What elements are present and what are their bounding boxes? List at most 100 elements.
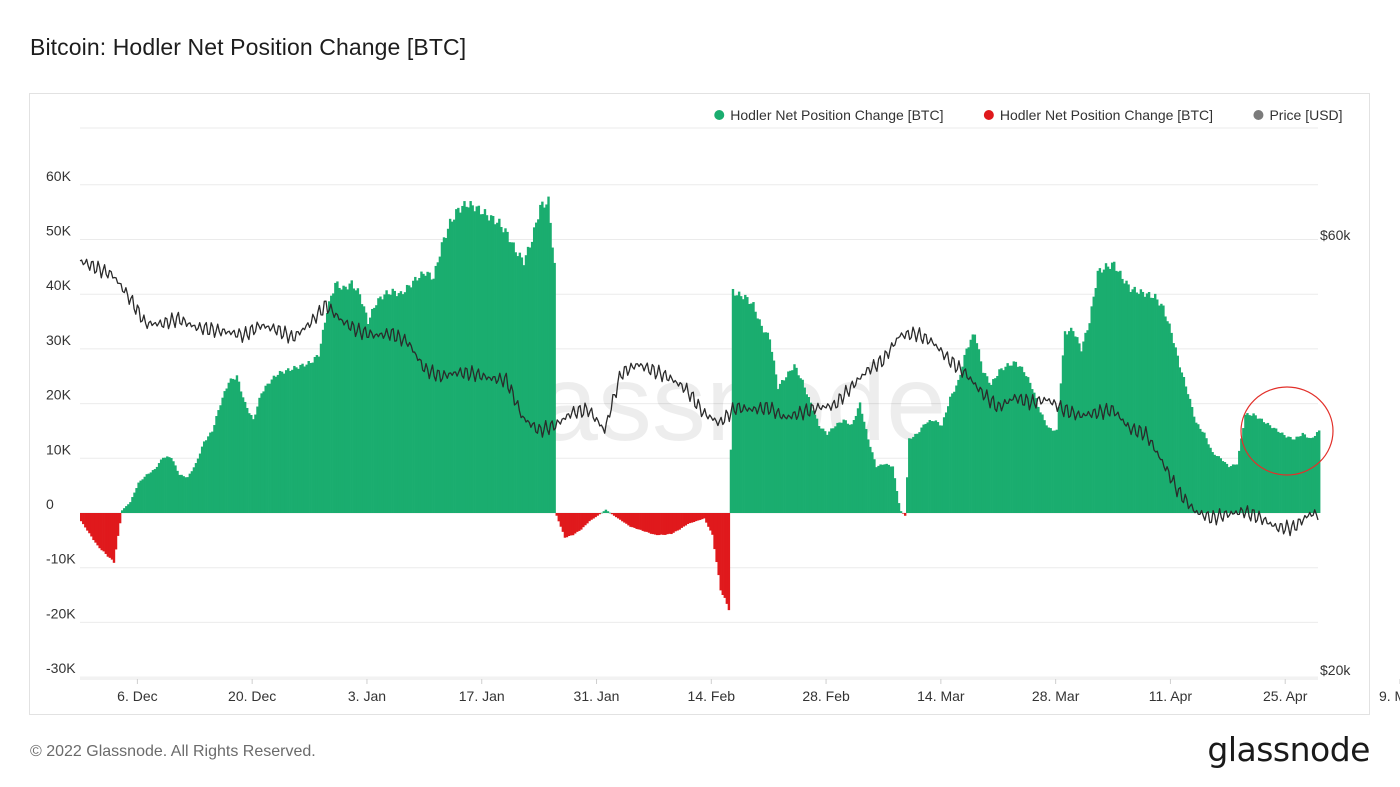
- positive-bar: [881, 464, 884, 513]
- y-tick-label: -30K: [46, 660, 76, 676]
- negative-bar: [668, 513, 671, 534]
- positive-bar: [1055, 429, 1059, 513]
- positive-bar: [1082, 341, 1085, 513]
- negative-bar: [590, 513, 593, 520]
- positive-bar: [951, 393, 954, 513]
- x-axis: 6. Dec 20. Dec 3. Jan 17. Jan 31. Jan 14. Feb…: [117, 679, 1400, 704]
- x-tick-label: 14. Feb: [688, 688, 736, 704]
- positive-bar: [467, 207, 470, 513]
- positive-bar: [364, 312, 368, 513]
- bar-series: [80, 196, 1321, 611]
- positive-bar: [545, 204, 548, 513]
- positive-bar: [334, 282, 337, 513]
- positive-bar: [1299, 436, 1302, 513]
- negative-bar: [631, 513, 634, 528]
- positive-bar: [289, 370, 292, 513]
- negative-bar: [627, 513, 630, 526]
- positive-bar: [768, 339, 772, 513]
- positive-bar: [500, 227, 503, 513]
- positive-bar: [885, 463, 888, 513]
- negative-bar: [655, 513, 659, 536]
- positive-bar: [780, 380, 784, 513]
- negative-bar: [723, 513, 726, 598]
- negative-bar: [584, 513, 587, 526]
- positive-bar: [1125, 280, 1128, 513]
- y-axis-left: 60K 50K 40K 30K 20K 10K 0 -10K -20K -30K: [46, 168, 76, 676]
- positive-bar: [787, 371, 790, 513]
- positive-bar: [153, 469, 157, 513]
- legend-item[interactable]: Hodler Net Position Change [BTC]: [983, 107, 1213, 123]
- legend-item[interactable]: Hodler Net Position Change [BTC]: [714, 107, 943, 123]
- positive-bar: [996, 375, 999, 513]
- negative-bar: [651, 513, 655, 535]
- negative-bar: [116, 513, 120, 536]
- positive-bar: [1033, 392, 1036, 513]
- positive-bar: [842, 419, 845, 513]
- positive-bar: [485, 215, 489, 513]
- positive-bar: [366, 324, 370, 513]
- positive-bar: [998, 369, 1001, 513]
- positive-bar: [1318, 430, 1321, 513]
- positive-bar: [791, 370, 794, 513]
- positive-bar: [174, 465, 177, 513]
- negative-bar: [612, 513, 616, 516]
- negative-bar: [100, 513, 103, 551]
- negative-bar: [711, 513, 714, 535]
- positive-bar: [1195, 422, 1198, 513]
- positive-bar: [969, 339, 972, 513]
- positive-bar: [159, 459, 163, 513]
- positive-bar: [1182, 376, 1186, 513]
- negative-bar: [637, 513, 640, 530]
- positive-bar: [932, 421, 936, 513]
- positive-bar: [1246, 413, 1249, 513]
- legend-item[interactable]: Price [USD]: [1253, 107, 1343, 123]
- positive-bar: [143, 476, 146, 513]
- positive-bar: [491, 216, 495, 513]
- positive-bar: [274, 376, 278, 513]
- positive-bar: [133, 492, 136, 513]
- negative-bar: [567, 513, 571, 536]
- positive-bar: [506, 231, 509, 513]
- positive-bar: [906, 477, 909, 513]
- legend[interactable]: Hodler Net Position Change [BTC] Hodler N…: [714, 107, 1343, 123]
- negative-bar: [102, 513, 105, 552]
- positive-bar: [959, 374, 962, 513]
- positive-bar: [1151, 298, 1155, 513]
- positive-bar: [1108, 268, 1112, 513]
- positive-bar: [1158, 305, 1161, 513]
- legend-label: Price [USD]: [1269, 107, 1342, 123]
- glassnode-logo[interactable]: glassnode: [1207, 730, 1370, 769]
- positive-bar: [379, 296, 382, 513]
- negative-bar: [98, 513, 101, 549]
- positive-bar: [848, 424, 852, 513]
- positive-bar: [1223, 462, 1227, 513]
- positive-bar: [510, 242, 513, 513]
- positive-bar: [1049, 428, 1052, 513]
- positive-bar: [145, 474, 148, 513]
- positive-bar: [305, 364, 308, 513]
- positive-bar: [1113, 261, 1116, 513]
- positive-bar: [407, 285, 411, 513]
- positive-bar: [313, 356, 317, 513]
- positive-bar: [875, 467, 878, 513]
- positive-bar: [323, 322, 327, 513]
- positive-bar: [852, 420, 856, 513]
- negative-bar: [557, 513, 560, 522]
- positive-bar: [746, 297, 749, 513]
- negative-bar: [901, 513, 905, 514]
- positive-bar: [1215, 456, 1218, 513]
- positive-bar: [1268, 425, 1272, 513]
- positive-bar: [483, 209, 487, 513]
- positive-bar: [799, 378, 802, 513]
- positive-bar: [418, 278, 421, 513]
- negative-bar: [573, 513, 577, 534]
- negative-bar: [641, 513, 645, 531]
- negative-bar: [682, 513, 685, 527]
- positive-bar: [520, 257, 524, 513]
- negative-bar: [565, 513, 569, 538]
- y-tick-label: 10K: [46, 441, 72, 457]
- positive-bar: [164, 457, 167, 513]
- positive-bar: [414, 276, 417, 513]
- y-right-tick-label: $60k: [1320, 227, 1351, 243]
- positive-bar: [1231, 464, 1235, 513]
